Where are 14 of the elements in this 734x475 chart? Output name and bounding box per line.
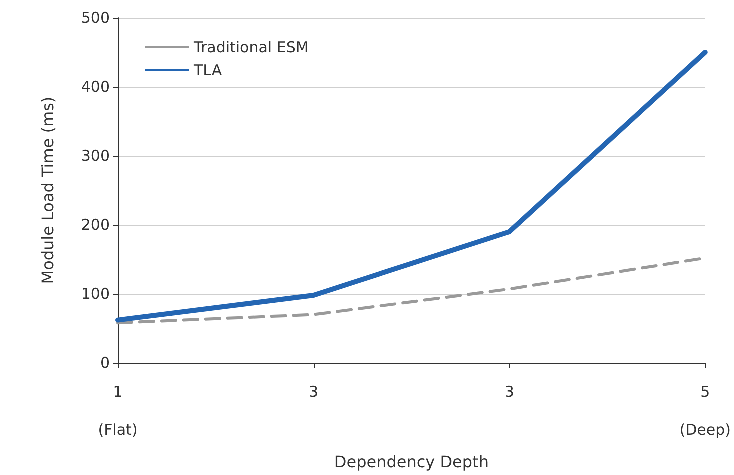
legend-label: Traditional ESM [193, 38, 309, 56]
y-tick-label: 300 [81, 147, 110, 166]
category-label: 1 (Flat) [98, 383, 138, 440]
y-axis-title: Module Load Time (ms) [38, 96, 58, 284]
legend-label: TLA [193, 62, 223, 80]
y-tick-label: 500 [81, 9, 110, 27]
y-tick-label: 100 [81, 285, 110, 304]
x-tick-label: 3 [309, 383, 319, 402]
y-tick-label: 200 [81, 216, 110, 234]
category-label: 5 (Deep) [680, 383, 731, 440]
x-tick-label: 3 [504, 383, 514, 402]
y-tick-label: 0 [100, 354, 110, 372]
y-tick-label: 400 [81, 78, 110, 96]
x-axis-title: Dependency Depth [334, 452, 489, 472]
